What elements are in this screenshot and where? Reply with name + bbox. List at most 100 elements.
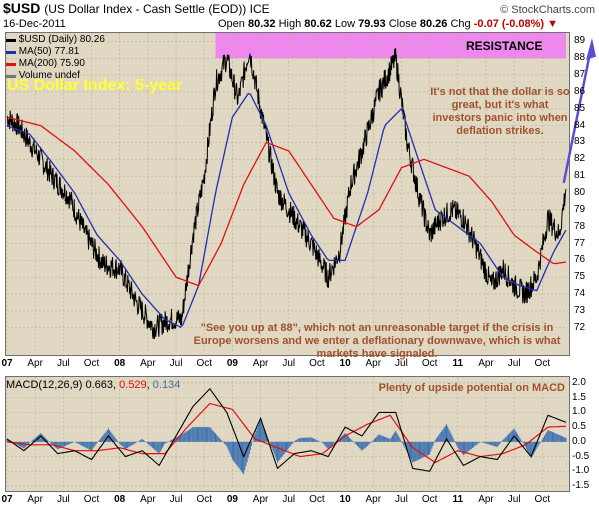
macd-x-tick-label: Apr <box>252 494 269 505</box>
price-x-tick-label: Apr <box>478 358 494 369</box>
price-tick-label: 84 <box>574 119 586 131</box>
open-label: Open <box>218 18 245 30</box>
high-label: High <box>278 18 302 30</box>
chart-date: 16-Dec-2011 <box>3 18 66 30</box>
target-arrowhead-icon <box>586 38 596 60</box>
chg-label: Chg <box>450 18 471 30</box>
price-tick-label: 89 <box>574 35 586 47</box>
macd-x-tick-label: Apr <box>478 494 494 505</box>
macd-hist-value: 0.134 <box>152 379 181 391</box>
price-series-line <box>6 48 567 340</box>
price-x-tick-label: Oct <box>83 358 100 369</box>
macd-value: 0.663 <box>85 379 114 391</box>
price-x-tick-label: Oct <box>421 358 438 369</box>
macd-tick-label: 0.5 <box>572 421 586 433</box>
price-tick-label: 88 <box>574 52 586 64</box>
ma50-line <box>6 92 567 328</box>
legend-volume-label: Volume undef <box>18 70 80 81</box>
macd-tick-label: -1.0 <box>572 465 590 477</box>
macd-legend: MACD(12,26,9) 0.663, 0.529, 0.134 <box>6 379 181 391</box>
macd-x-tick-label: 11 <box>452 494 464 505</box>
macd-x-tick-label: 09 <box>226 494 238 505</box>
legend-ma200: ▬ MA(200) 75.90 <box>6 58 85 69</box>
macd-tick-label: -0.5 <box>572 450 590 462</box>
annotation-target: "See you up at 88", which not an unreaso… <box>193 322 561 360</box>
price-legend: ▬ $USD (Daily) 80.26 ▬ MA(50) 77.81 ▬ MA… <box>6 34 105 82</box>
macd-tick-label: -1.5 <box>572 480 590 492</box>
price-tick-label: 76 <box>574 254 586 266</box>
price-tick-label: 79 <box>574 203 586 215</box>
macd-x-tick-label: Jul <box>395 494 408 505</box>
legend-ma200-label: MA(200) 75.90 <box>18 58 85 69</box>
price-tick-label: 72 <box>574 321 586 333</box>
target-arrow-line <box>562 42 594 184</box>
high-value: 80.62 <box>304 18 332 30</box>
price-tick-label: 73 <box>574 304 586 316</box>
macd-x-tick-label: Apr <box>27 494 43 505</box>
macd-x-tick-label: 10 <box>339 494 351 505</box>
macd-x-tick-label: Apr <box>140 494 156 505</box>
price-tick-label: 74 <box>574 288 586 300</box>
macd-x-tick-label: Jul <box>282 494 296 505</box>
macd-x-tick-label: Oct <box>309 494 325 505</box>
price-x-tick-label: 09 <box>226 358 238 369</box>
open-value: 80.32 <box>247 18 276 30</box>
price-x-tick-label: Jul <box>507 358 521 369</box>
macd-tick-label: 1.5 <box>572 391 586 403</box>
macd-x-tick-label: Jul <box>507 494 521 505</box>
macd-x-tick-label: 07 <box>1 494 13 505</box>
price-x-tick-label: Jul <box>169 358 183 369</box>
macd-tick-label: 1.0 <box>572 406 586 418</box>
symbol-subtitle: (US Dollar Index - Cash Settle (EOD)) IC… <box>44 2 270 16</box>
price-x-tick-label: Apr <box>365 358 382 369</box>
overlay-title: US Dollar Index: 5-year <box>7 77 183 94</box>
chg-value: -0.07 (-0.08%) <box>473 18 545 30</box>
legend-ma50: ▬ MA(50) 77.81 <box>6 46 80 57</box>
macd-tick-label: 0.0 <box>572 435 586 447</box>
price-x-tick-label: Jul <box>282 358 296 369</box>
annotation-macd: Plenty of upside potential on MACD <box>378 382 565 394</box>
price-x-tick-label: Oct <box>309 358 325 369</box>
price-x-tick-label: Apr <box>252 358 269 369</box>
macd-x-tick-label: Oct <box>83 494 100 505</box>
price-tick-label: 81 <box>574 170 586 182</box>
price-tick-label: 83 <box>574 136 586 148</box>
price-tick-label: 80 <box>574 187 586 198</box>
macd-x-tick-label: Apr <box>365 494 382 505</box>
legend-price: ▬ $USD (Daily) 80.26 <box>6 34 105 45</box>
price-x-tick-label: Jul <box>56 358 70 369</box>
price-panel <box>5 32 570 356</box>
close-value: 80.26 <box>419 18 448 30</box>
low-value: 79.93 <box>358 18 386 30</box>
price-x-tick-label: Oct <box>534 358 551 369</box>
legend-ma50-label: MA(50) 77.81 <box>18 46 80 57</box>
chart-header: $USD (US Dollar Index - Cash Settle (EOD… <box>0 0 599 32</box>
price-tick-label: 85 <box>574 102 586 114</box>
low-label: Low <box>334 18 356 30</box>
ohlc-readout: Open 80.32 High 80.62 Low 79.93 Close 80… <box>218 18 558 30</box>
macd-x-tick-label: Oct <box>196 494 212 505</box>
macd-tick-label: 2.0 <box>572 376 586 388</box>
price-x-tick-label: 10 <box>339 358 351 369</box>
price-x-tick-label: 11 <box>452 358 464 369</box>
price-x-tick-label: Apr <box>140 358 156 369</box>
macd-x-tick-label: 08 <box>114 494 126 505</box>
legend-price-label: $USD (Daily) 80.26 <box>18 34 105 45</box>
price-x-tick-label: 08 <box>114 358 126 369</box>
price-tick-label: 78 <box>574 220 586 232</box>
price-tick-label: 87 <box>574 69 586 81</box>
macd-signal-line <box>6 402 566 464</box>
macd-legend-label: MACD(12,26,9) <box>6 379 83 391</box>
price-x-tick-label: Jul <box>395 358 408 369</box>
chart-title: $USD (US Dollar Index - Cash Settle (EOD… <box>3 0 270 16</box>
down-arrow-icon: ▼ <box>547 18 558 30</box>
macd-x-tick-label: Oct <box>534 494 551 505</box>
macd-line <box>6 387 567 472</box>
resistance-label: RESISTANCE <box>466 39 543 53</box>
price-tick-label: 77 <box>574 237 586 249</box>
legend-volume: ▬ Volume undef <box>6 70 80 81</box>
macd-panel <box>5 376 570 492</box>
price-tick-label: 75 <box>574 271 586 283</box>
macd-signal-value: 0.529 <box>119 379 147 391</box>
